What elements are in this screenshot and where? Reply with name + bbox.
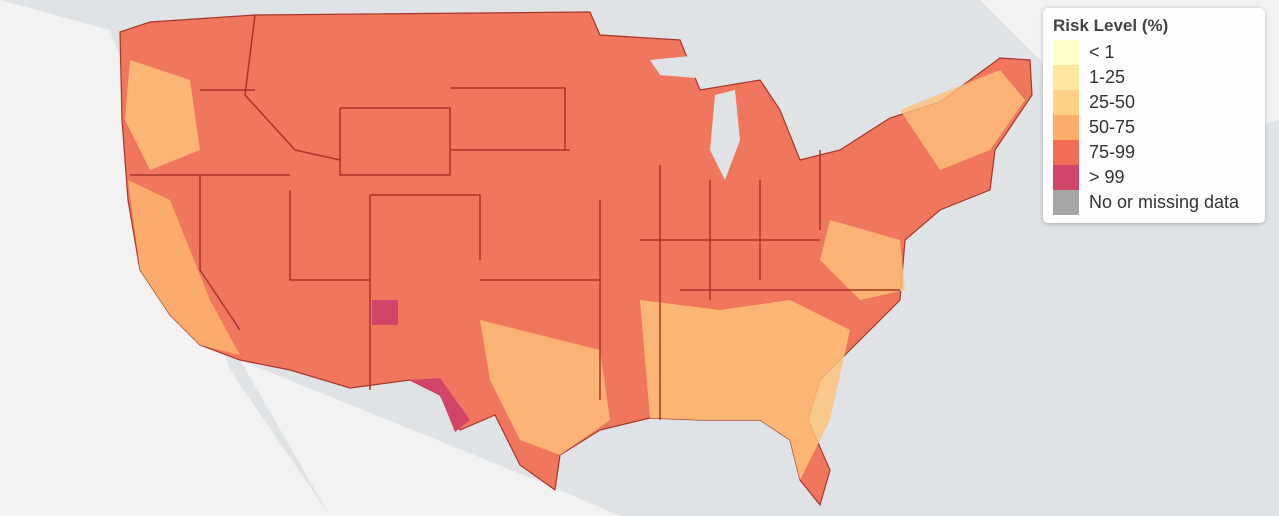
legend-item: < 1 [1053,40,1255,65]
legend-item: 75-99 [1053,140,1255,165]
high-region [372,300,398,325]
high-region [410,378,470,432]
legend-item: 50-75 [1053,115,1255,140]
legend-label: 50-75 [1089,117,1136,137]
legend-label: 1-25 [1089,67,1126,87]
legend: Risk Level (%) < 1 1-25 25-50 50-75 75-99 > 9… [1043,8,1265,223]
lighter-region [125,60,200,170]
lighter-region [820,220,905,300]
state-borders [130,14,900,420]
lighter-region [640,300,850,480]
legend-label: 25-50 [1089,92,1136,112]
legend-item: > 99 [1053,165,1255,190]
land [240,360,620,516]
lighter-region [128,180,240,355]
legend-swatch [1053,40,1079,65]
lighter-region [900,70,1025,170]
legend-label: 75-99 [1089,142,1136,162]
legend-items: < 1 1-25 25-50 50-75 75-99 > 99 No or missing … [1053,40,1255,215]
legend-item: 25-50 [1053,90,1255,115]
legend-swatch [1053,65,1079,90]
lighter-region [480,320,610,455]
legend-swatch [1053,190,1079,215]
legend-title: Risk Level (%) [1053,16,1169,35]
legend-swatch [1053,90,1079,115]
legend-swatch [1053,140,1079,165]
legend-swatch [1053,115,1079,140]
legend-label: < 1 [1089,42,1115,62]
legend-item: No or missing data [1053,190,1255,215]
legend-item: 1-25 [1053,65,1255,90]
legend-swatch [1053,165,1079,190]
legend-label: > 99 [1089,167,1125,187]
legend-label: No or missing data [1089,192,1240,212]
lake [650,55,740,180]
